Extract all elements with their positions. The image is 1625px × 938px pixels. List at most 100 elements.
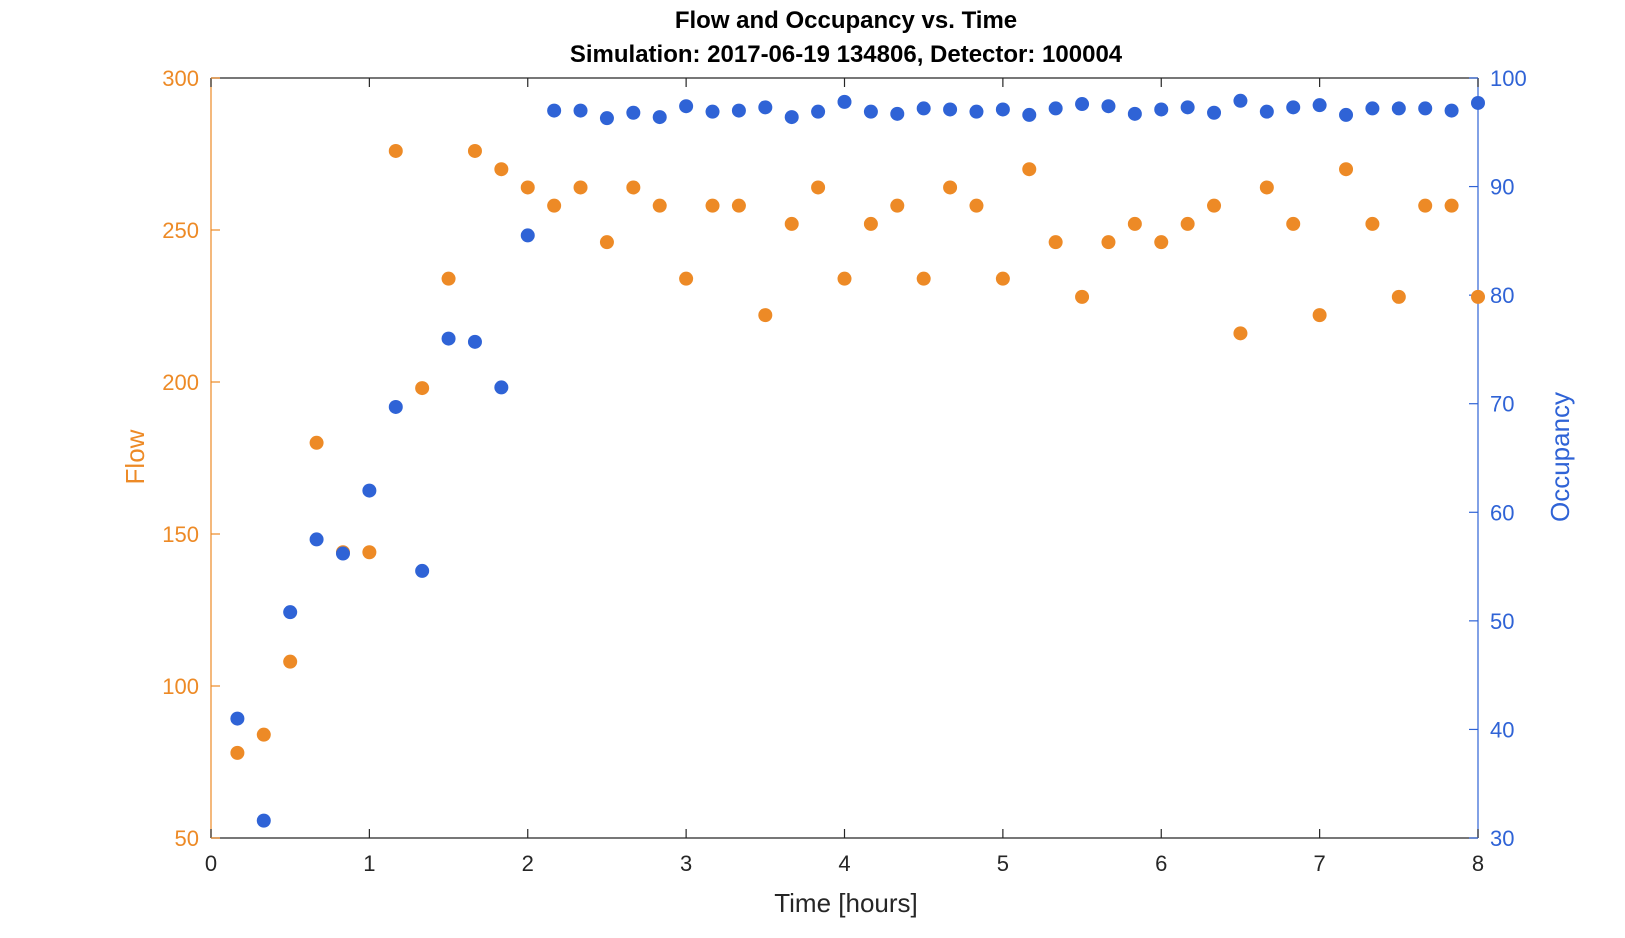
right-tick-label: 90 (1490, 175, 1514, 200)
flow-point (731, 198, 746, 213)
occupancy-point (705, 104, 720, 119)
flow-point (863, 216, 878, 231)
flow-point (758, 308, 773, 323)
right-tick-label: 40 (1490, 717, 1514, 742)
right-tick-label: 70 (1490, 392, 1514, 417)
occupancy-point (731, 103, 746, 118)
flow-point (916, 271, 931, 286)
flow-point (520, 180, 535, 195)
right-axis-label: Occupancy (1545, 392, 1575, 522)
occupancy-point (679, 99, 694, 114)
occupancy-point (547, 103, 562, 118)
occupancy-point (388, 399, 403, 414)
occupancy-point (1339, 107, 1354, 122)
occupancy-point (1075, 97, 1090, 112)
occupancy-point (837, 94, 852, 109)
flow-point (837, 271, 852, 286)
occupancy-point (1022, 107, 1037, 122)
flow-point (1418, 198, 1433, 213)
x-axis-label: Time [hours] (774, 888, 918, 918)
occupancy-point (1048, 101, 1063, 116)
flow-point (1259, 180, 1274, 195)
flow-point (1391, 289, 1406, 304)
flow-point (626, 180, 641, 195)
right-axis-ticks: 30 40 50 60 70 80 90 100 (1469, 66, 1527, 851)
occupancy-point (230, 711, 245, 726)
occupancy-point (784, 110, 799, 125)
occupancy-point (758, 100, 773, 115)
occupancy-point (1207, 105, 1222, 120)
flow-point (1471, 289, 1485, 304)
occupancy-point (441, 331, 456, 346)
left-tick-label: 200 (162, 370, 199, 395)
occupancy-point (1127, 106, 1142, 121)
occupancy-point (1391, 101, 1406, 116)
flow-point (388, 143, 403, 158)
occupancy-point (599, 111, 614, 126)
occupancy-point (520, 228, 535, 243)
occupancy-point (256, 813, 271, 828)
flow-point (1286, 216, 1301, 231)
occupancy-point (1259, 104, 1274, 119)
occupancy-point (995, 102, 1010, 117)
occupancy-point (1180, 100, 1195, 115)
flow-point (705, 198, 720, 213)
flow-series (230, 143, 1485, 760)
flow-point (1339, 162, 1354, 177)
flow-point (415, 381, 430, 396)
flow-point (494, 162, 509, 177)
left-tick-label: 150 (162, 522, 199, 547)
x-axis-ticks: 0 1 2 3 4 5 6 7 8 (205, 78, 1484, 876)
x-tick-label: 7 (1314, 851, 1326, 876)
flow-point (1207, 198, 1222, 213)
flow-point (256, 727, 271, 742)
flow-point (943, 180, 958, 195)
flow-point (1127, 216, 1142, 231)
flow-point (1180, 216, 1195, 231)
flow-point (995, 271, 1010, 286)
right-tick-label: 60 (1490, 500, 1514, 525)
chart-title: Flow and Occupancy vs. Time (675, 7, 1017, 34)
x-tick-label: 6 (1155, 851, 1167, 876)
flow-point (1075, 289, 1090, 304)
flow-point (1154, 235, 1169, 250)
occupancy-point (1154, 102, 1169, 117)
flow-point (441, 271, 456, 286)
occupancy-point (467, 334, 482, 349)
occupancy-point (811, 104, 826, 119)
occupancy-point (943, 102, 958, 117)
x-tick-label: 5 (997, 851, 1009, 876)
flow-point (599, 235, 614, 250)
occupancy-point (626, 105, 641, 120)
flow-point (362, 545, 377, 560)
axes (210, 77, 1479, 839)
flow-point (1444, 198, 1459, 213)
flow-point (1312, 308, 1327, 323)
occupancy-point (1233, 93, 1248, 108)
occupancy-point (309, 532, 324, 547)
occupancy-point (335, 546, 350, 561)
left-tick-label: 50 (175, 826, 199, 851)
x-tick-label: 4 (838, 851, 850, 876)
flow-point (1101, 235, 1116, 250)
flow-point (230, 745, 245, 760)
occupancy-point (362, 483, 377, 498)
chart-subtitle: Simulation: 2017-06-19 134806, Detector:… (570, 41, 1123, 68)
left-axis-label: Flow (120, 429, 150, 484)
left-axis-ticks: 50 100 150 200 250 300 (162, 66, 220, 851)
occupancy-series (230, 93, 1485, 828)
flow-point (467, 143, 482, 158)
flow-point (283, 654, 298, 669)
flow-point (679, 271, 694, 286)
x-tick-label: 1 (363, 851, 375, 876)
occupancy-point (969, 104, 984, 119)
flow-point (573, 180, 588, 195)
right-tick-label: 80 (1490, 283, 1514, 308)
occupancy-point (863, 104, 878, 119)
occupancy-point (652, 110, 667, 125)
occupancy-point (916, 101, 931, 116)
occupancy-point (415, 563, 430, 578)
occupancy-point (283, 605, 298, 620)
flow-point (1048, 235, 1063, 250)
